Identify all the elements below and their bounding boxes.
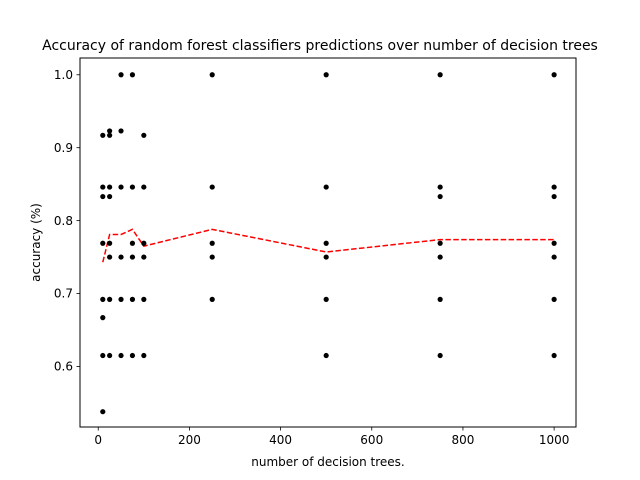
x-tick-label: 200: [178, 433, 201, 447]
data-point-15: [107, 352, 113, 359]
data-point-17: [118, 128, 124, 134]
data-point-26: [129, 296, 136, 302]
data-point-51: [437, 352, 443, 359]
data-point-24: [129, 240, 136, 246]
data-point-37: [209, 254, 215, 260]
data-point-55: [551, 240, 557, 246]
data-point-38: [209, 296, 215, 302]
average-accuracy-line: [102, 228, 555, 263]
chart-title: Accuracy of random forest classifiers pr…: [42, 38, 598, 54]
y-tick-label: 0.9: [54, 141, 73, 155]
data-point-8: [107, 128, 113, 134]
data-point-19: [118, 254, 124, 260]
data-point-16: [118, 72, 124, 78]
data-point-57: [551, 296, 557, 302]
data-point-18: [118, 184, 124, 190]
data-point-13: [107, 254, 113, 260]
data-point-34: [209, 72, 215, 78]
y-tick-label: 0.7: [54, 287, 73, 301]
data-point-14: [107, 296, 113, 302]
axes-frame: [79, 57, 577, 428]
y-tick-label: 0.6: [54, 360, 73, 374]
y-tick-label: 0.8: [54, 214, 73, 228]
data-point-48: [437, 240, 443, 246]
y-axis-ticks: 0.6 0.7 0.8 0.9 1.0: [54, 68, 80, 374]
data-point-5: [100, 315, 106, 321]
data-point-52: [551, 72, 557, 78]
data-point-56: [551, 254, 557, 260]
data-point-27: [129, 352, 136, 359]
x-tick-label: 0: [94, 433, 102, 447]
data-point-54: [551, 193, 557, 200]
data-point-10: [107, 184, 113, 190]
data-point-39: [323, 72, 329, 78]
data-point-49: [437, 254, 443, 260]
x-axis-label: number of decision trees.: [251, 455, 405, 469]
data-point-53: [551, 184, 557, 190]
data-point-41: [323, 240, 329, 246]
data-point-47: [437, 193, 443, 200]
data-point-33: [141, 352, 147, 359]
data-point-22: [129, 72, 136, 78]
plot-area: [100, 72, 557, 415]
data-point-43: [323, 296, 329, 302]
x-tick-label: 800: [451, 433, 474, 447]
data-point-23: [129, 184, 136, 190]
data-point-2: [100, 193, 106, 200]
y-tick-label: 1.0: [54, 68, 73, 82]
data-point-46: [437, 184, 443, 190]
data-point-6: [100, 352, 106, 359]
data-point-36: [209, 240, 215, 246]
data-point-31: [141, 254, 147, 260]
x-tick-label: 400: [269, 433, 292, 447]
data-point-0: [100, 132, 106, 138]
data-point-42: [323, 254, 329, 260]
data-point-44: [323, 352, 329, 359]
scatter-points: [100, 72, 557, 415]
data-point-40: [323, 184, 329, 190]
data-point-25: [129, 254, 136, 260]
data-point-9: [107, 132, 113, 138]
data-point-28: [141, 132, 147, 138]
data-point-50: [437, 296, 443, 302]
data-point-7: [100, 409, 106, 415]
data-point-20: [118, 296, 124, 302]
data-point-12: [107, 240, 113, 246]
data-point-58: [551, 352, 557, 359]
data-point-35: [209, 184, 215, 190]
data-point-45: [437, 72, 443, 78]
data-point-11: [107, 193, 113, 200]
data-point-3: [100, 240, 106, 246]
data-point-30: [141, 240, 147, 246]
data-point-21: [118, 352, 124, 359]
x-tick-label: 600: [360, 433, 383, 447]
data-point-1: [100, 184, 106, 190]
x-tick-label: 1000: [539, 433, 570, 447]
data-point-4: [100, 296, 106, 302]
moving-average-line: [102, 228, 555, 263]
data-point-29: [141, 184, 147, 190]
y-axis-label: accuracy (%): [29, 203, 43, 282]
x-axis-ticks: 0 200 400 600 800 1000: [94, 427, 569, 447]
data-point-32: [141, 296, 147, 302]
